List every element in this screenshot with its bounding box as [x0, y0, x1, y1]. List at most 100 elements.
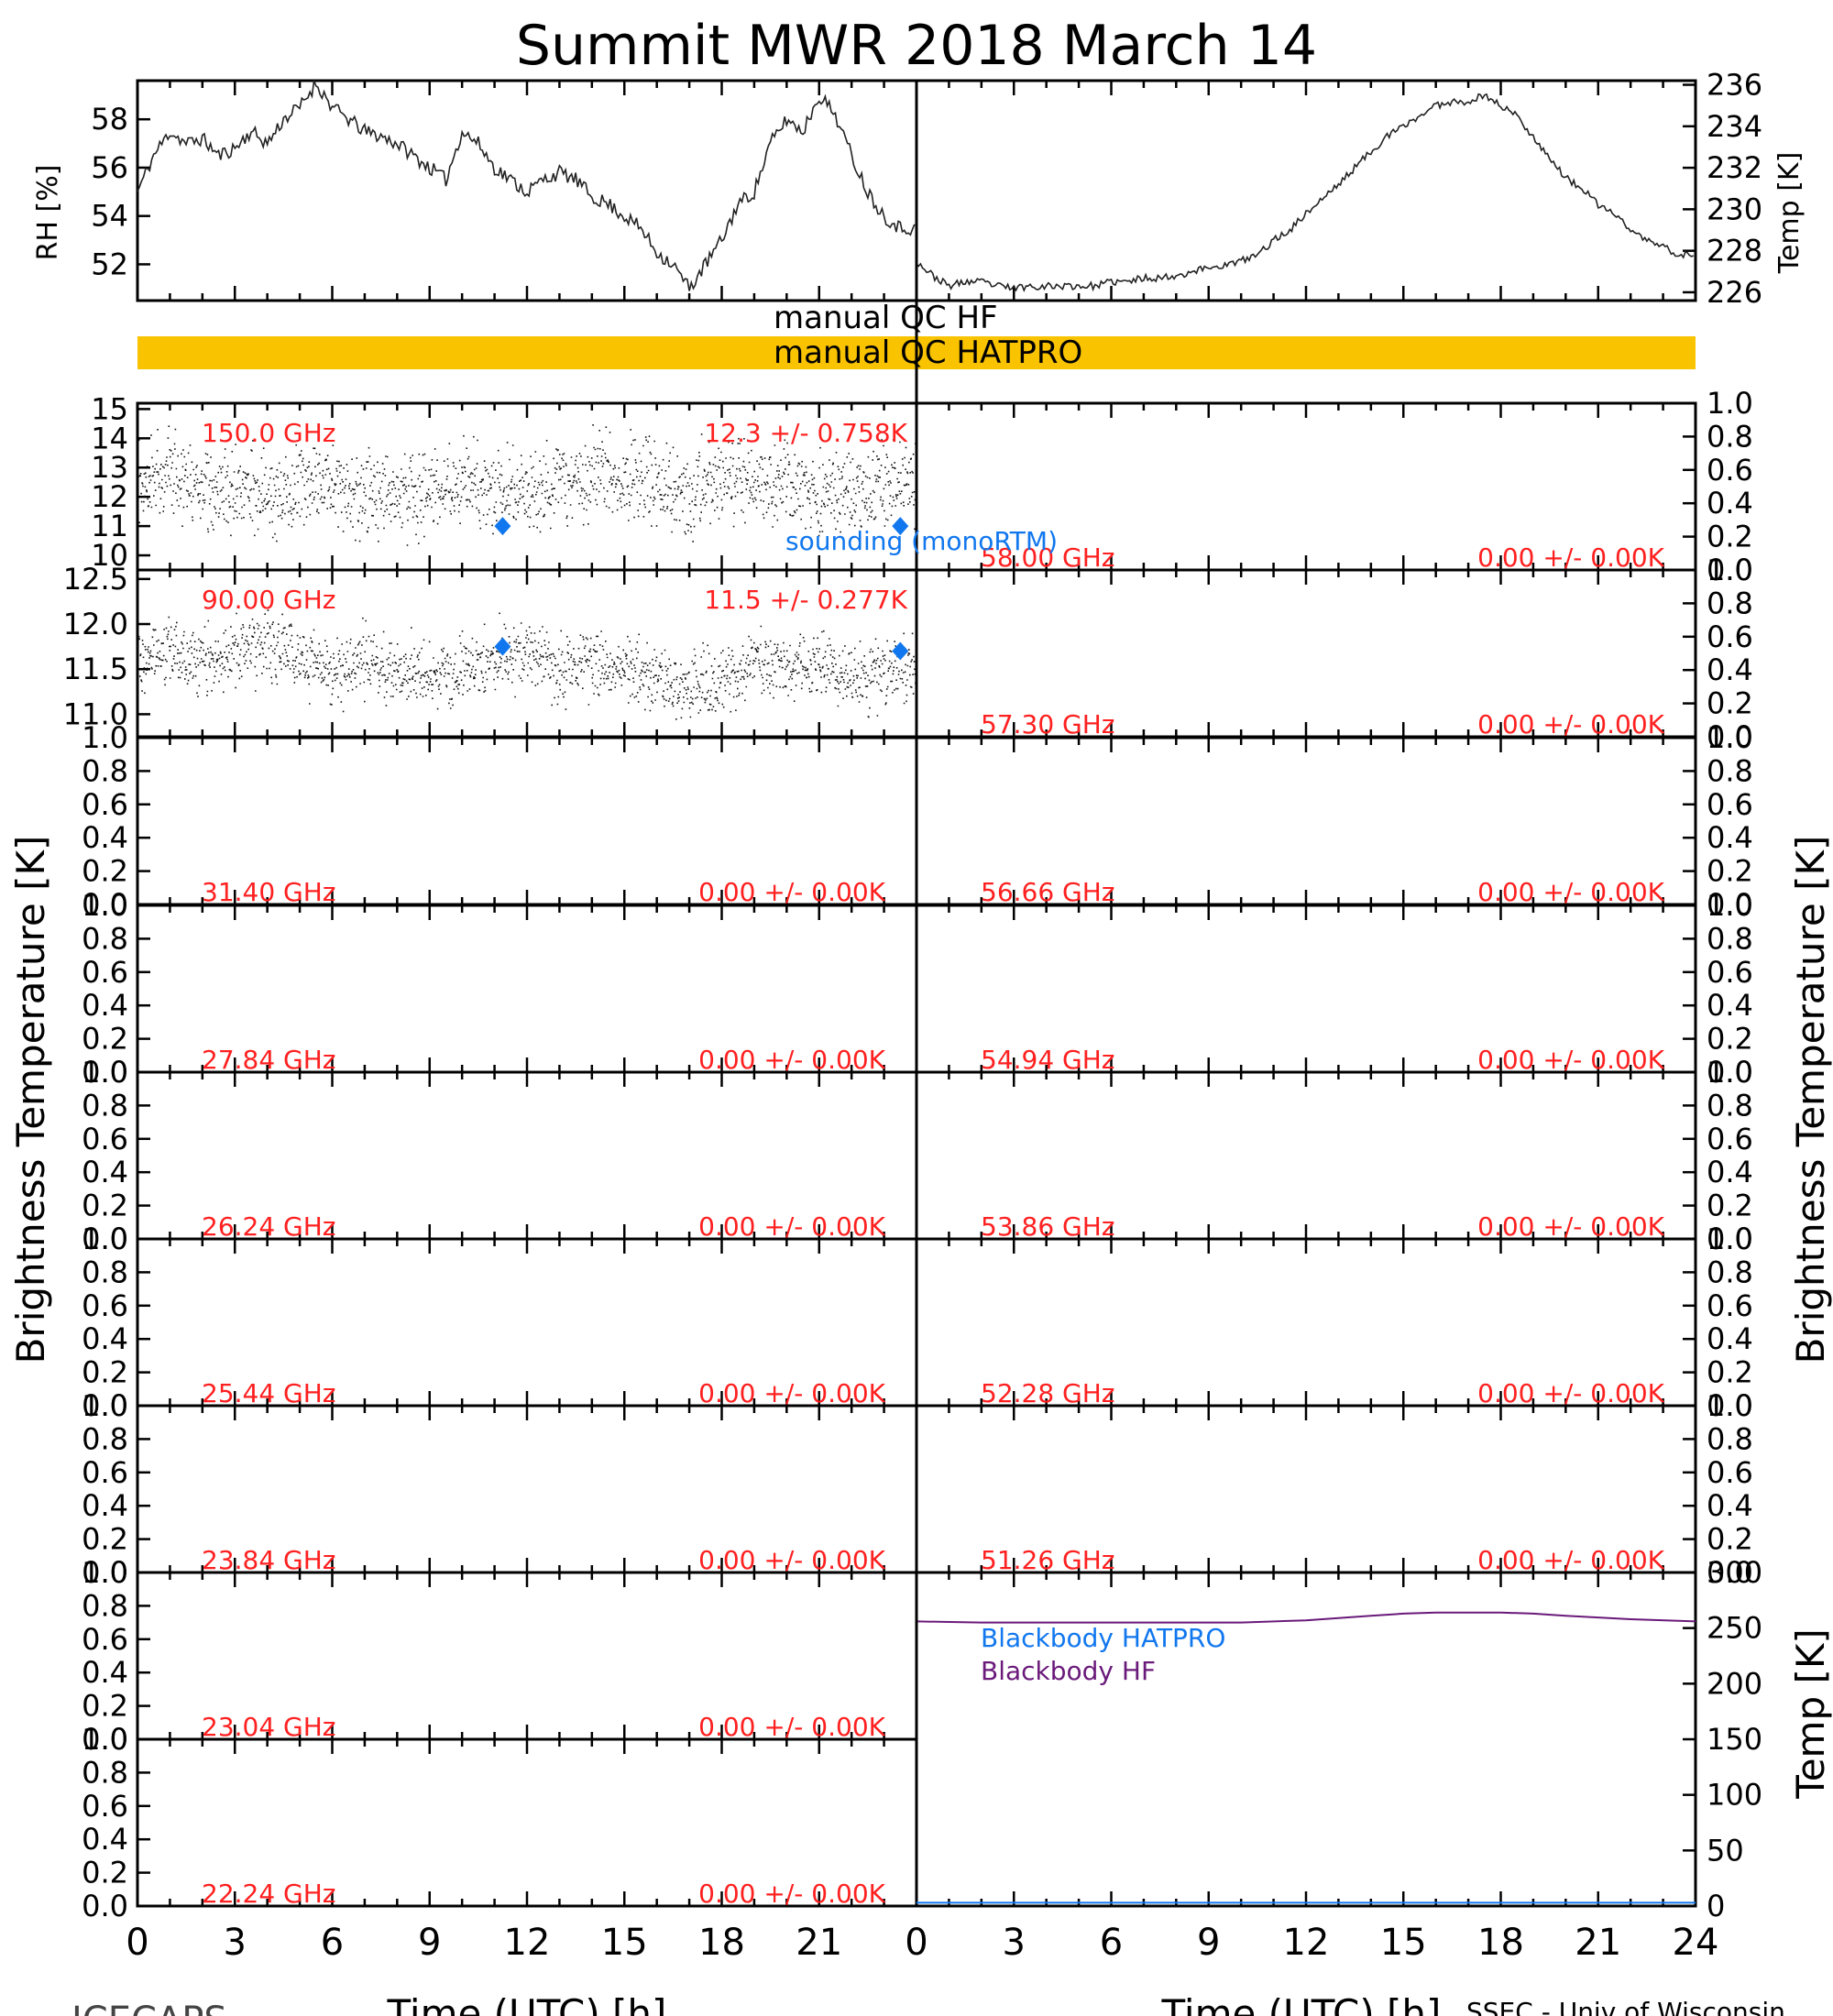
- stats-label: 0.00 +/- 0.00K: [1477, 709, 1664, 740]
- y-tick-label: 0.8: [82, 753, 128, 788]
- y-tick-label: 0.6: [82, 787, 128, 822]
- y-tick-label: 0.0: [82, 1555, 128, 1590]
- y-tick-label: 0.4: [1707, 652, 1753, 687]
- y-tick-label: 56: [91, 150, 128, 185]
- blackbody-panel: 0 50 100 150 200 250 300: [915, 1555, 1762, 1923]
- y-tick-label: 54: [91, 199, 128, 234]
- channel-label: 58.00 GHz: [981, 542, 1115, 573]
- x-tick-label-right: 9: [1197, 1922, 1220, 1964]
- x-tick-label-left: 15: [601, 1922, 648, 1964]
- channel-label: 56.66 GHz: [981, 877, 1115, 907]
- channel-label: 90.00 GHz: [202, 585, 336, 615]
- stats-label: 0.00 +/- 0.00K: [1477, 1211, 1664, 1242]
- channel-label: 26.24 GHz: [202, 1211, 336, 1242]
- y-tick-label: 1.0: [1707, 386, 1753, 421]
- y-tick-label: 100: [1707, 1778, 1762, 1813]
- y-tick-label: 0.2: [82, 1189, 128, 1223]
- y-tick-label: 0.8: [1707, 1255, 1753, 1289]
- rh-panel: 52 54 56 58: [91, 79, 918, 302]
- stats-label: 0.00 +/- 0.00K: [1477, 877, 1664, 907]
- stats-label: 0.00 +/- 0.00K: [698, 1211, 885, 1242]
- y-tick-label: 1.0: [82, 888, 128, 923]
- x-tick-label-right: 12: [1283, 1922, 1330, 1964]
- y-tick-label: 0.4: [1707, 1488, 1753, 1523]
- y-tick-label: 0.0: [1707, 553, 1753, 587]
- y-tick-label: 0.6: [82, 1122, 128, 1156]
- y-tick-label: 1.0: [82, 1222, 128, 1256]
- y-tick-label: 0.2: [1707, 1189, 1753, 1223]
- y-tick-label: 12: [91, 479, 128, 514]
- y-tick-label: 0.4: [1707, 820, 1753, 855]
- y-tick-label: 1.0: [82, 720, 128, 755]
- y-tick-label: 11: [91, 509, 128, 543]
- y-tick-label: 0.6: [1707, 619, 1753, 654]
- stats-label: 0.00 +/- 0.00K: [1477, 542, 1664, 573]
- y-tick-label: 0.4: [1707, 1321, 1753, 1356]
- y-tick-label: 13: [91, 450, 128, 485]
- tb-right-7-panel: 0.00.20.40.60.81.051.26 GHz 0.00 +/- 0.00…: [915, 1388, 1753, 1590]
- y-tick-label: 0.4: [82, 988, 128, 1023]
- channel-label: 54.94 GHz: [981, 1045, 1115, 1075]
- tb-left-4-panel: 0.00.20.40.60.81.027.84 GHz 0.00 +/- 0.00…: [82, 888, 918, 1090]
- y-tick-label: 0.4: [82, 1488, 128, 1523]
- y-tick-label: 0.4: [82, 1155, 128, 1189]
- y-tick-label: 150: [1707, 1722, 1762, 1757]
- y-tick-label: 234: [1707, 109, 1762, 144]
- sounding-marker: [892, 641, 909, 661]
- tb-right-5-panel: 0.00.20.40.60.81.053.86 GHz 0.00 +/- 0.00…: [915, 1055, 1753, 1256]
- qc-hf-label: manual QC HF: [774, 300, 998, 336]
- y-tick-label: 0.8: [1707, 921, 1753, 956]
- tb-left-5-panel: 0.00.20.40.60.81.026.24 GHz 0.00 +/- 0.00…: [82, 1055, 918, 1256]
- channel-label: 23.84 GHz: [202, 1545, 336, 1575]
- bb-hf-legend: Blackbody HF: [981, 1656, 1156, 1686]
- stats-label: 0.00 +/- 0.00K: [698, 1712, 885, 1742]
- temp-series-line: [916, 93, 1695, 292]
- tb-left-9-panel: 0.00.20.40.60.81.022.24 GHz 0.00 +/- 0.00…: [82, 1722, 918, 1923]
- y-tick-label: 58: [91, 102, 128, 137]
- rh-series-line: [137, 80, 916, 291]
- y-tick-label: 0.0: [1707, 1555, 1753, 1590]
- tb-left-2-panel: 11.0 11.5 12.0 12.5 90.00 GHz 11.5 +/- 0.277K: [63, 562, 918, 739]
- x-tick-label-left: 12: [504, 1922, 551, 1964]
- y-tick-label: 0.0: [1707, 719, 1753, 754]
- y-tick-label: 0.0: [82, 887, 128, 922]
- channel-label: 150.0 GHz: [202, 418, 336, 448]
- y-tick-label: 0.6: [1707, 1455, 1753, 1490]
- y-tick-label: 0.8: [1707, 753, 1753, 788]
- y-tick-label: 11.5: [63, 652, 128, 686]
- y-tick-label: 1.0: [82, 1722, 128, 1757]
- y-tick-label: 1.0: [82, 1388, 128, 1423]
- y-tick-label: 0.8: [82, 1255, 128, 1289]
- y-tick-label: 0.6: [1707, 1122, 1753, 1156]
- x-tick-label-right: 24: [1673, 1922, 1719, 1964]
- y-tick-label: 300: [1707, 1555, 1762, 1590]
- x-tick-label-right: 21: [1575, 1922, 1621, 1964]
- y-tick-label: 0.4: [82, 820, 128, 855]
- sounding-marker: [892, 517, 909, 536]
- tb-left-7-panel: 0.00.20.40.60.81.023.84 GHz 0.00 +/- 0.00…: [82, 1388, 918, 1590]
- y-tick-label: 0.2: [1707, 854, 1753, 889]
- bb-temp-axis-label: Temp [K]: [1788, 1628, 1833, 1800]
- y-tick-label: 0.4: [82, 1321, 128, 1356]
- x-tick-label-left: 18: [698, 1922, 745, 1964]
- temp-axis-label: Temp [K]: [1773, 152, 1806, 275]
- x-tick-label-right: 0: [905, 1922, 927, 1964]
- y-tick-label: 0.0: [1707, 1055, 1753, 1090]
- tb-right-1-panel: 0.00.20.40.60.81.058.00 GHz 0.00 +/- 0.00…: [915, 386, 1753, 587]
- stats-label: 12.3 +/- 0.758K: [704, 418, 907, 448]
- y-tick-label: 1.0: [82, 1055, 128, 1090]
- y-tick-label: 0.2: [82, 1856, 128, 1890]
- tb-axis-label-left: Brightness Temperature [K]: [8, 836, 53, 1364]
- y-tick-label: 0.6: [1707, 955, 1753, 990]
- y-tick-label: 0.6: [82, 1288, 128, 1323]
- y-tick-label: 10: [91, 538, 128, 573]
- y-tick-label: 0.2: [1707, 686, 1753, 721]
- sounding-legend: sounding (monoRTM): [785, 526, 1058, 556]
- stats-label: 11.5 +/- 0.277K: [704, 585, 907, 615]
- tb-axis-label-right: Brightness Temperature [K]: [1788, 836, 1833, 1364]
- y-tick-label: 0.2: [82, 854, 128, 889]
- channel-label: 57.30 GHz: [981, 709, 1115, 740]
- y-tick-label: 230: [1707, 192, 1762, 226]
- tb-left-3-panel: 0.00.20.40.60.81.031.40 GHz 0.00 +/- 0.00…: [82, 720, 918, 922]
